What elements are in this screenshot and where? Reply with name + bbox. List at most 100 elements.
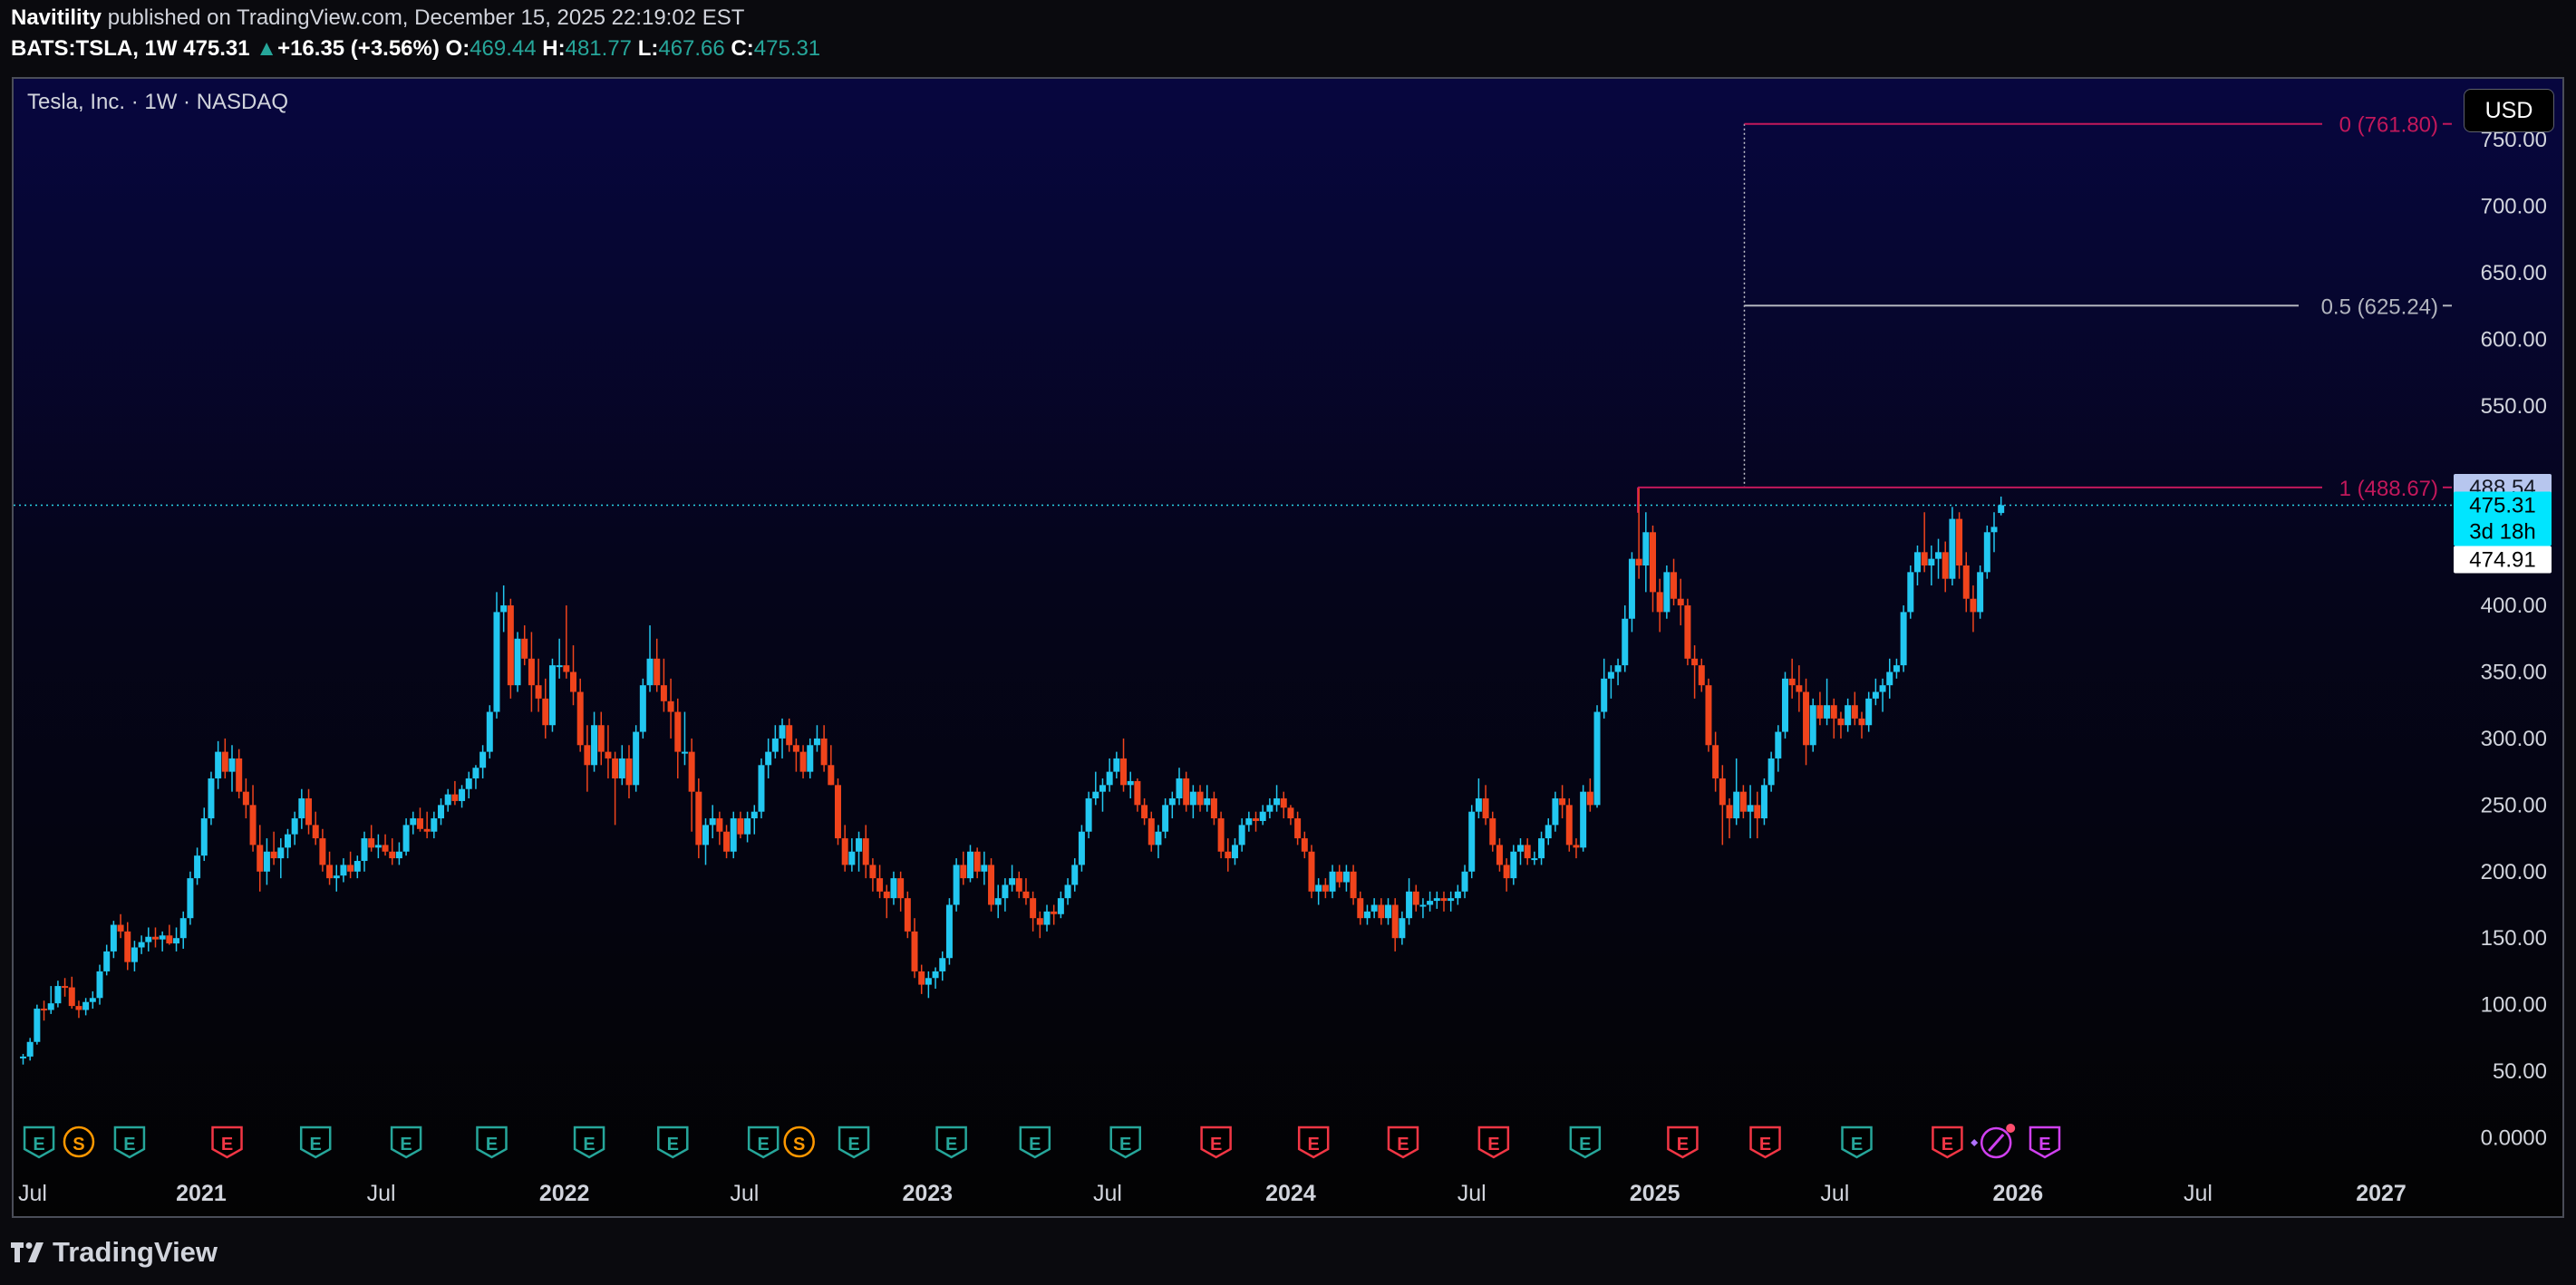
event-marker-label: E	[1487, 1135, 1499, 1155]
candle-body	[1775, 731, 1782, 758]
event-marker-label: E	[945, 1135, 957, 1155]
x-axis-tick-label: 2021	[176, 1181, 227, 1206]
candle-body	[1796, 685, 1803, 692]
candle-body	[813, 738, 820, 746]
candle-body	[716, 818, 723, 832]
published-text: published on TradingView.com, December 1…	[107, 5, 745, 30]
candle-body	[1196, 791, 1204, 806]
candle-body	[528, 658, 535, 686]
candle-body	[584, 745, 591, 766]
candle-body	[932, 971, 939, 979]
candle-body	[1845, 705, 1852, 726]
candle-body	[96, 971, 103, 999]
candle-body	[465, 778, 472, 789]
earnings-marker-icon	[1109, 1126, 1141, 1159]
event-marker-label: E	[583, 1135, 595, 1155]
candle-body	[542, 698, 549, 726]
candle-body	[1266, 805, 1273, 812]
candle-body	[556, 665, 563, 668]
event-marker-label: E	[667, 1135, 679, 1155]
candle-body	[423, 828, 431, 832]
candle-body	[973, 851, 981, 872]
fib-level-label: 1 (488.67)	[2339, 477, 2438, 501]
candle-body	[1956, 518, 1963, 566]
candle-body	[1573, 845, 1580, 848]
candle-body	[1949, 518, 1956, 579]
candle-body	[1273, 798, 1281, 806]
candle-body	[1162, 805, 1169, 832]
candle-body	[19, 1056, 26, 1058]
earnings-marker-icon	[476, 1126, 508, 1159]
candle-body	[1120, 758, 1128, 786]
candle-body	[1454, 891, 1461, 899]
candle-body	[221, 751, 228, 772]
candle-body	[319, 838, 326, 865]
candle-body	[1705, 685, 1712, 746]
fib-level-label: 0.5 (625.24)	[2321, 295, 2438, 319]
candle-body	[1824, 705, 1831, 719]
candle-body	[194, 855, 201, 879]
event-marker-label: E	[1851, 1135, 1863, 1155]
candle-body	[625, 758, 633, 786]
candle-body	[1078, 831, 1085, 865]
candle-body	[215, 751, 222, 778]
event-marker-label: E	[757, 1135, 769, 1155]
x-axis-tick-label: Jul	[1457, 1181, 1487, 1206]
candle-body	[1391, 904, 1399, 939]
earnings-marker-icon	[1019, 1126, 1051, 1159]
candle-body	[75, 1006, 82, 1010]
candle-body	[54, 986, 62, 1004]
y-axis-tick-label: 650.00	[2481, 261, 2547, 285]
candle-body	[166, 935, 173, 944]
candlestick-chart[interactable]: Tesla, Inc. · 1W · NASDAQ 0 (761.80) 0.5 …	[14, 79, 2562, 1216]
candle-body	[1106, 771, 1113, 786]
event-marker-label: S	[793, 1135, 805, 1155]
candle-body	[1781, 678, 1788, 732]
candle-body	[1482, 798, 1489, 819]
candle-body	[1900, 612, 1907, 666]
candle-body	[890, 878, 897, 899]
fib-level-label: 0 (761.80)	[2339, 113, 2438, 138]
candle-body	[1586, 791, 1593, 806]
candle-body	[333, 875, 340, 879]
candle-body	[236, 758, 243, 792]
candle-body	[459, 788, 466, 801]
candle-body	[1183, 778, 1190, 806]
candle-body	[1767, 758, 1775, 786]
candle-body	[925, 978, 932, 985]
candle-body	[1238, 825, 1245, 845]
candle-body	[431, 818, 438, 832]
candle-body	[41, 1009, 48, 1011]
candle-body	[548, 665, 556, 726]
candle-body	[1524, 845, 1531, 859]
candle-body	[228, 758, 236, 772]
candle-body	[730, 818, 737, 852]
candle-body	[904, 898, 911, 932]
tradingview-footer[interactable]: TradingView	[11, 1234, 218, 1271]
candle-body	[828, 765, 835, 786]
event-marker-label: E	[1308, 1135, 1320, 1155]
author-name[interactable]: Navitility	[11, 5, 102, 30]
currency-button[interactable]: USD	[2464, 89, 2554, 132]
candle-body	[291, 818, 298, 835]
candle-body	[1043, 911, 1051, 925]
candle-body	[493, 612, 500, 712]
candle-body	[1580, 791, 1587, 848]
candle-body	[1671, 572, 1678, 599]
candle-body	[124, 931, 131, 962]
candle-body	[159, 935, 166, 940]
open-value: 469.44	[470, 36, 537, 61]
candle-body	[695, 791, 702, 845]
candle-body	[1461, 871, 1468, 892]
candle-body	[535, 685, 542, 699]
candle-body	[1378, 904, 1385, 919]
candle-body	[1099, 785, 1106, 792]
price-change: +16.35 (+3.56%)	[277, 36, 440, 61]
candle-body	[1468, 811, 1476, 872]
event-marker-label: E	[2039, 1135, 2050, 1155]
candle-body	[1370, 904, 1378, 912]
earnings-marker-icon	[299, 1126, 332, 1159]
candle-body	[1051, 911, 1058, 914]
open-label: O:	[445, 36, 470, 61]
candle-body	[1009, 878, 1016, 885]
